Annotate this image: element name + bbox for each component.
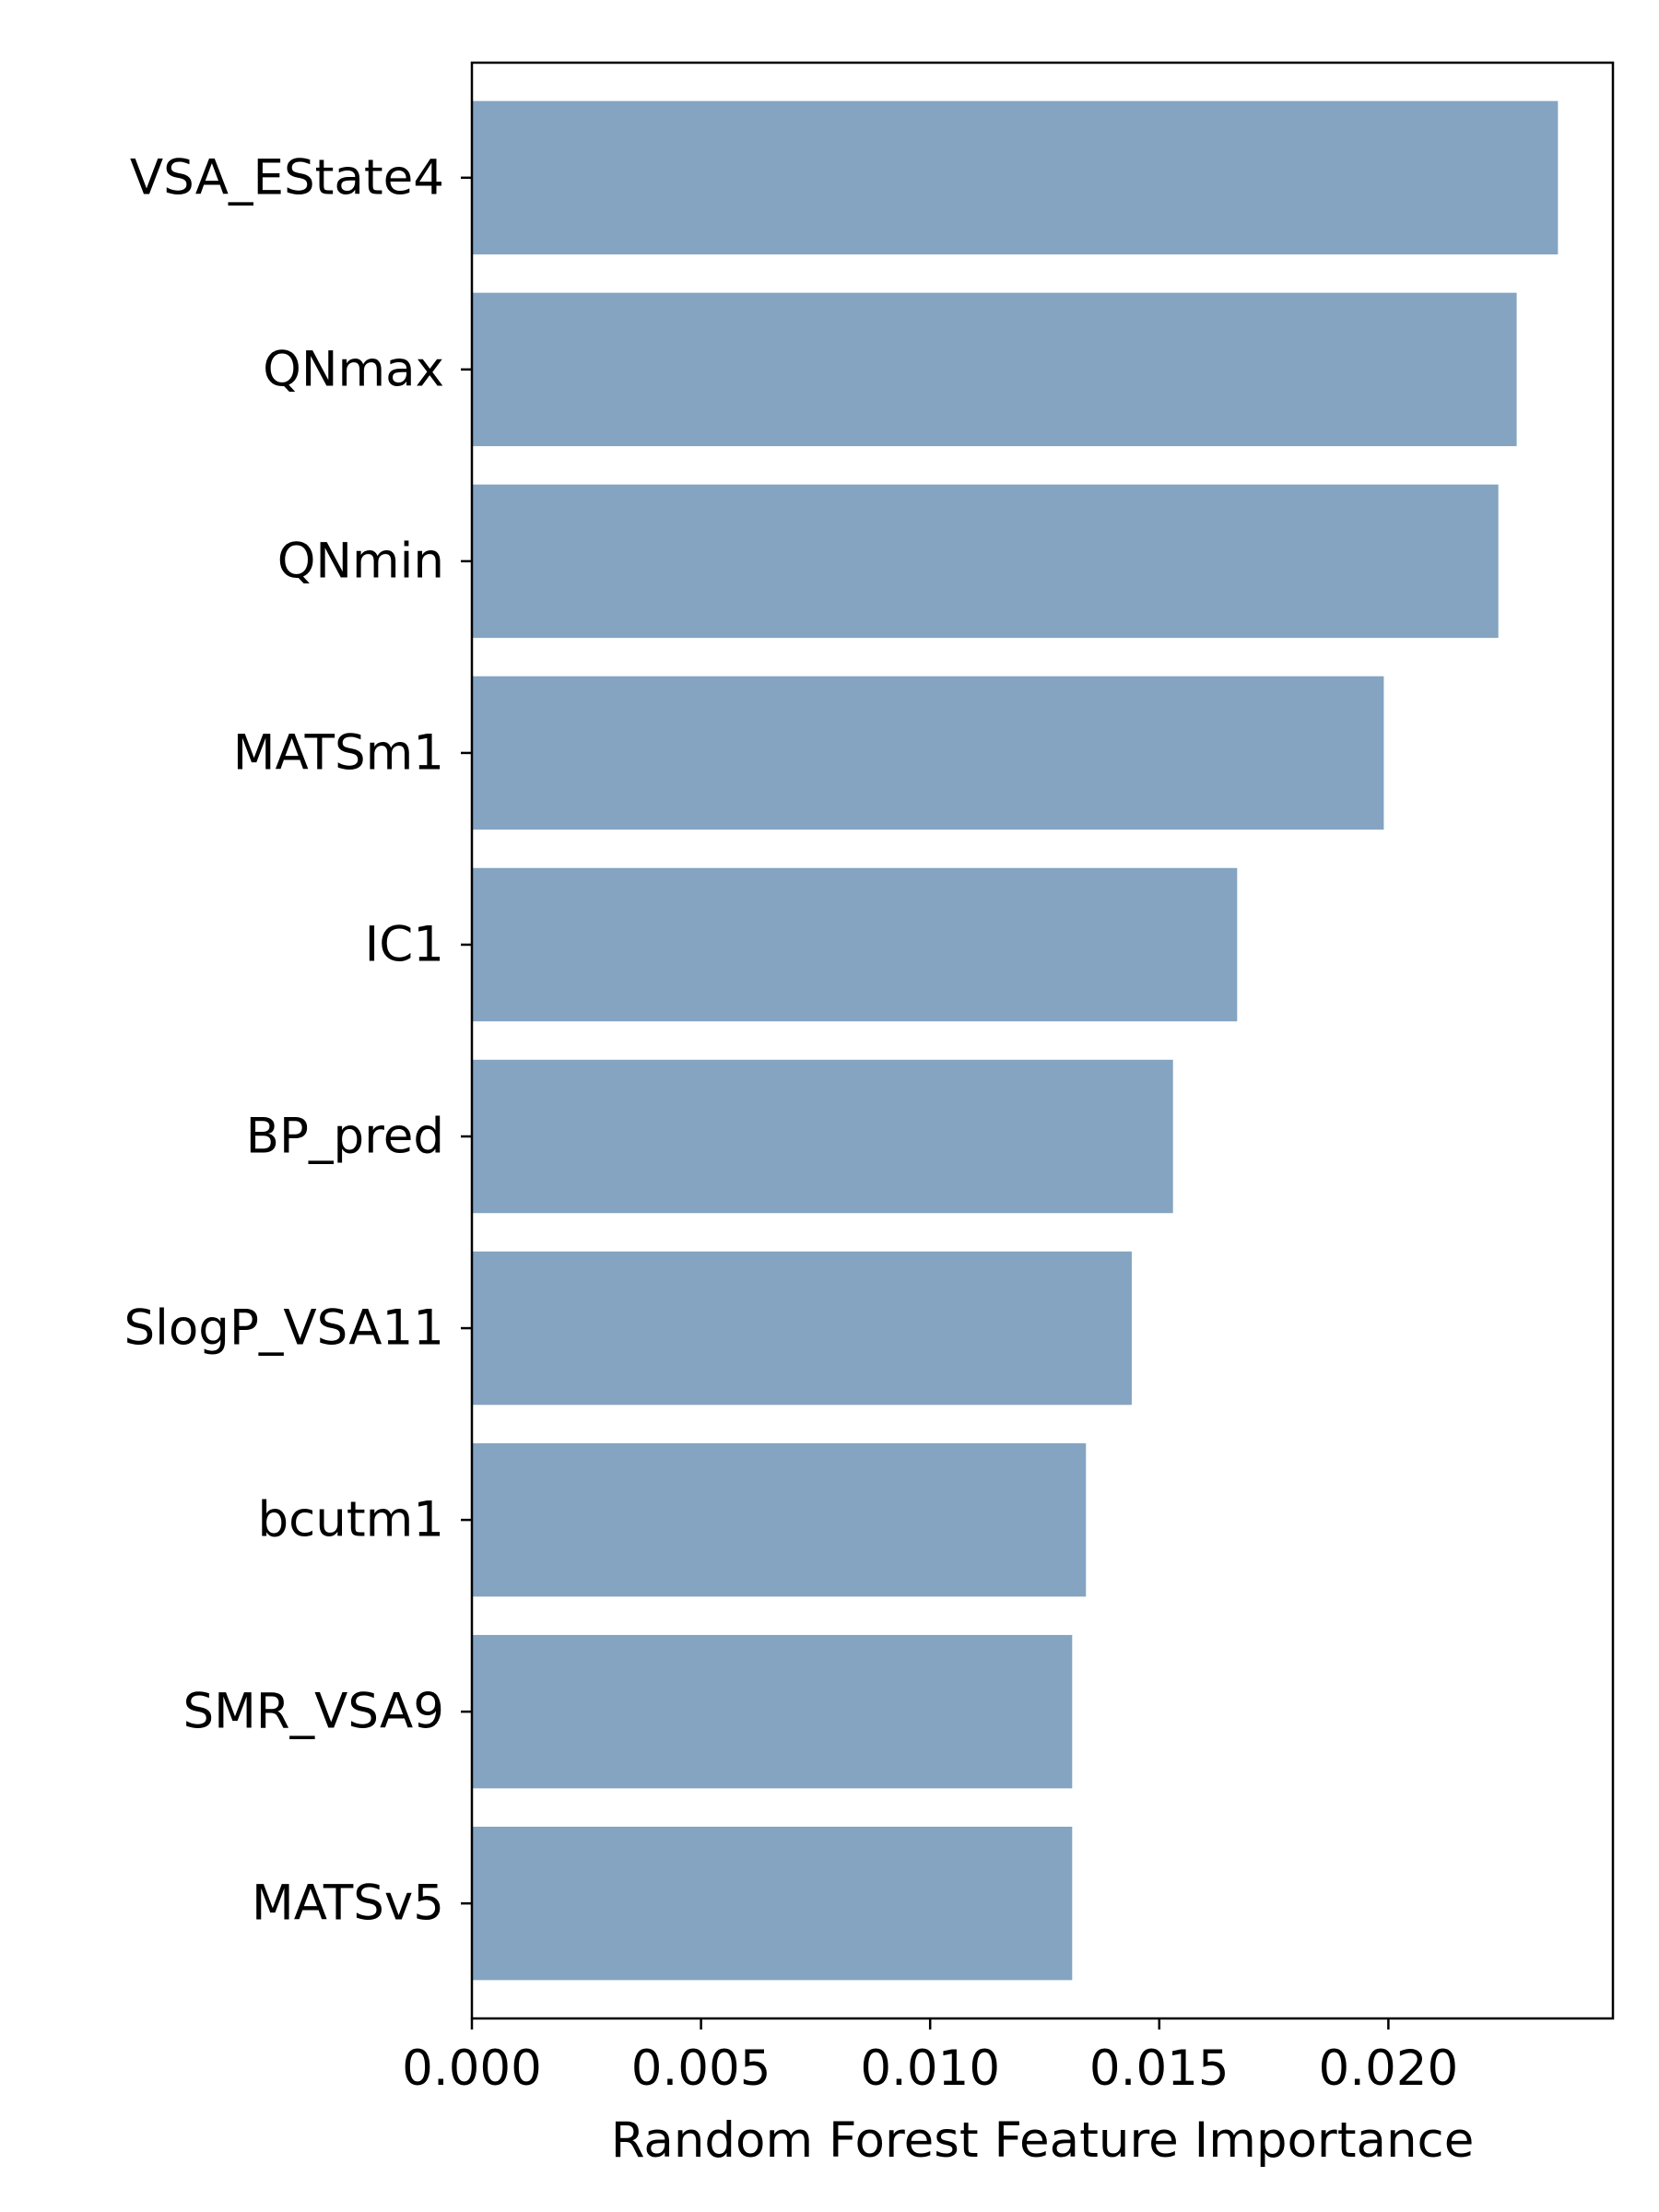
- x-tick-label: 0.005: [631, 2041, 771, 2097]
- y-tick-label: MATSv5: [252, 1876, 444, 1932]
- y-tick-label: QNmin: [277, 533, 444, 589]
- bar-VSA_EState4: [472, 100, 1559, 255]
- x-tick-label: 0.020: [1319, 2041, 1459, 2097]
- bar-IC1: [472, 867, 1238, 1022]
- y-axis: VSA_EState4 QNmax QNmin MATSm1 IC1 BP_pred Slo…: [124, 149, 472, 1932]
- plot-frame: [470, 61, 1615, 2020]
- x-tick-label: 0.015: [1089, 2041, 1230, 2097]
- x-tick-label: 0.000: [402, 2041, 542, 2097]
- bar-MATSm1: [472, 676, 1384, 830]
- bar-MATSv5: [472, 1826, 1073, 1981]
- bar-QNmax: [472, 292, 1517, 447]
- y-tick-label: BP_pred: [246, 1109, 444, 1165]
- y-tick-label: QNmax: [263, 341, 444, 397]
- x-axis-title: Random Forest Feature Importance: [611, 2112, 1475, 2169]
- y-tick-label: SMR_VSA9: [182, 1684, 444, 1740]
- y-tick-label: SlogP_VSA11: [124, 1300, 444, 1357]
- bar-SMR_VSA9: [472, 1634, 1073, 1789]
- y-tick-label: IC1: [365, 916, 444, 972]
- bar-SlogP_VSA11: [472, 1251, 1132, 1406]
- bars-group: [472, 100, 1559, 1981]
- x-axis: 0.000 0.005 0.010 0.015 0.020: [402, 2018, 1458, 2097]
- y-tick-label: VSA_EState4: [130, 149, 444, 206]
- x-tick-label: 0.010: [860, 2041, 1000, 2097]
- bar-QNmin: [472, 484, 1499, 639]
- bar-BP_pred: [472, 1059, 1173, 1214]
- y-tick-label: bcutm1: [257, 1492, 444, 1548]
- bar-bcutm1: [472, 1442, 1087, 1597]
- y-tick-label: MATSm1: [233, 724, 444, 781]
